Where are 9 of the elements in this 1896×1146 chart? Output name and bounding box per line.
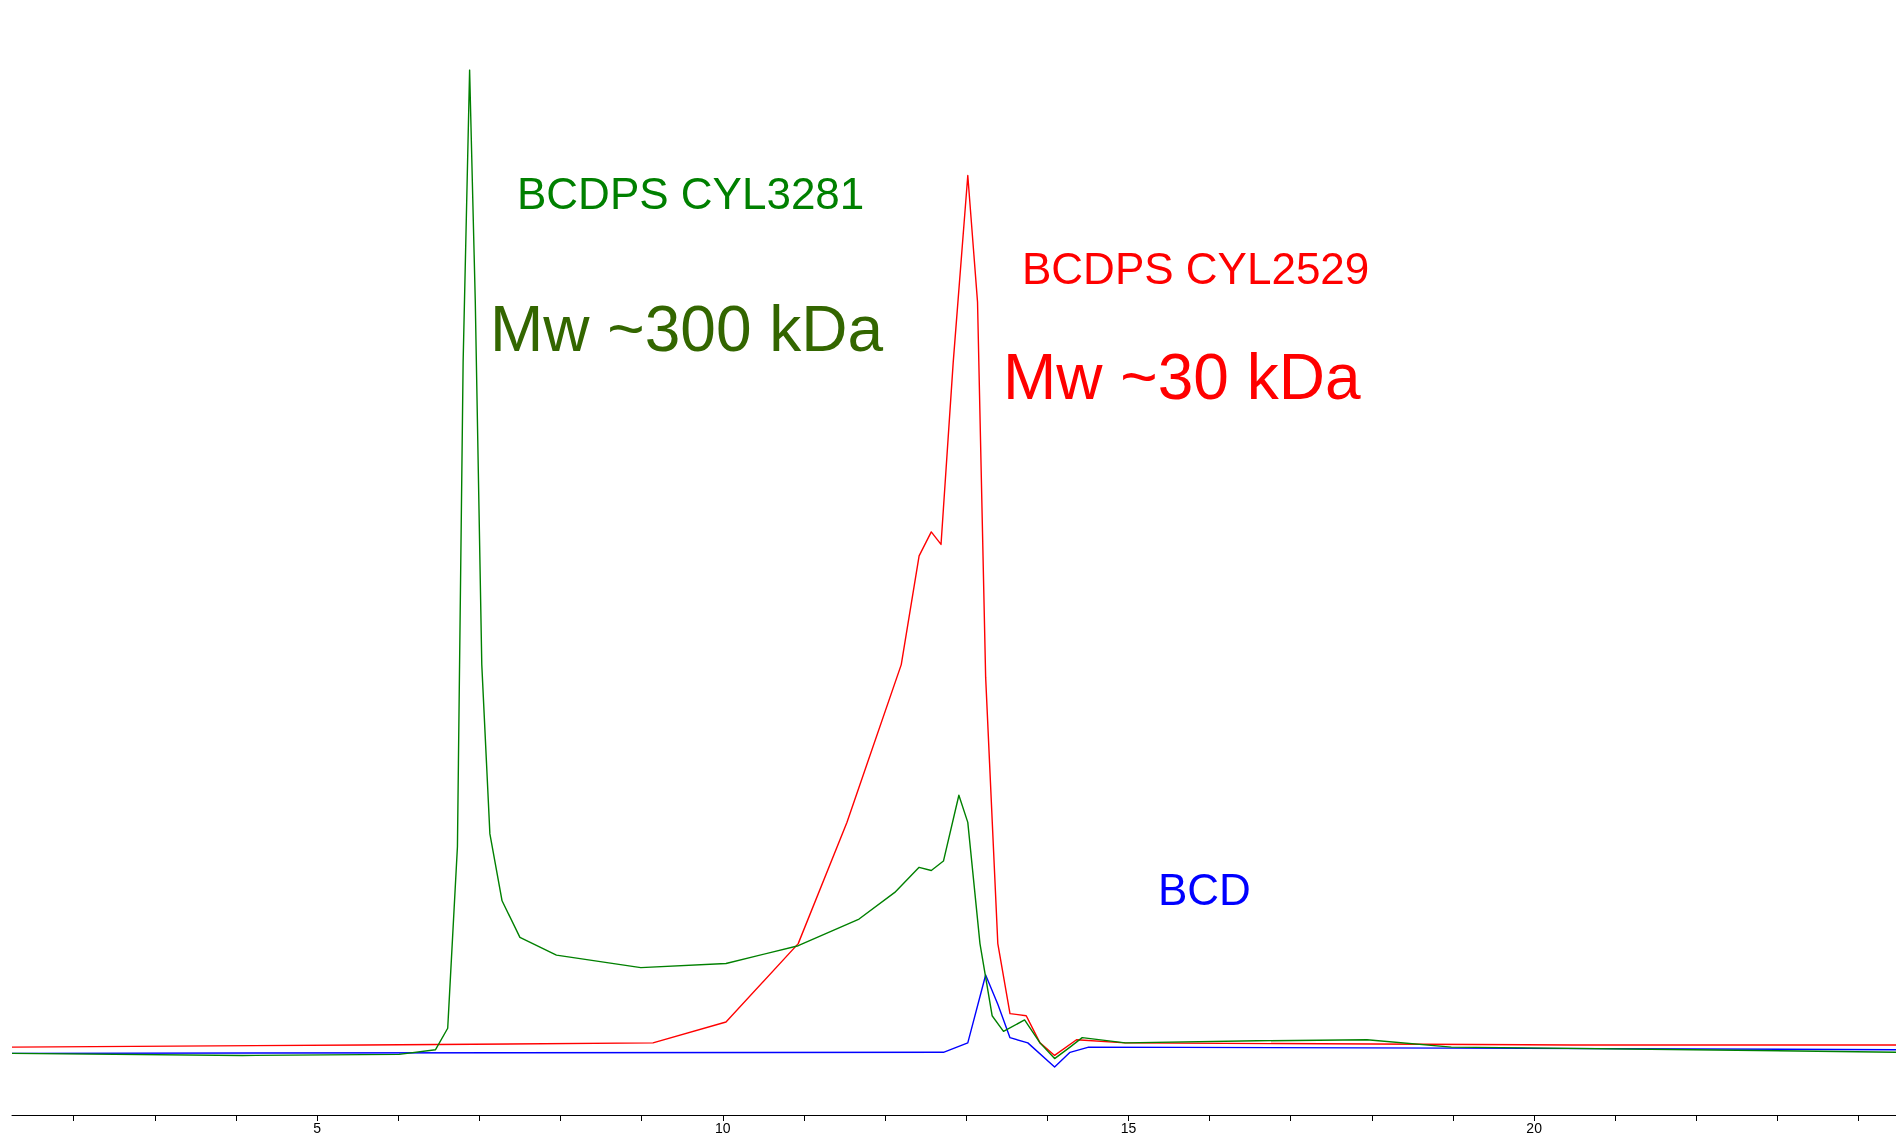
x-tick-label: 10 <box>714 1120 731 1136</box>
x-tick-label: 20 <box>1526 1120 1543 1136</box>
series-label: BCDPS CYL2529 <box>1022 243 1370 293</box>
x-tick-label: 5 <box>313 1120 322 1136</box>
x-tick-label: 15 <box>1120 1120 1137 1136</box>
text: BCD <box>1158 864 1251 914</box>
series-label: BCDPS CYL3281 <box>517 168 865 218</box>
annotation: Mw ~300 kDa <box>490 293 884 365</box>
annotation: Mw ~30 kDa <box>1003 341 1361 413</box>
